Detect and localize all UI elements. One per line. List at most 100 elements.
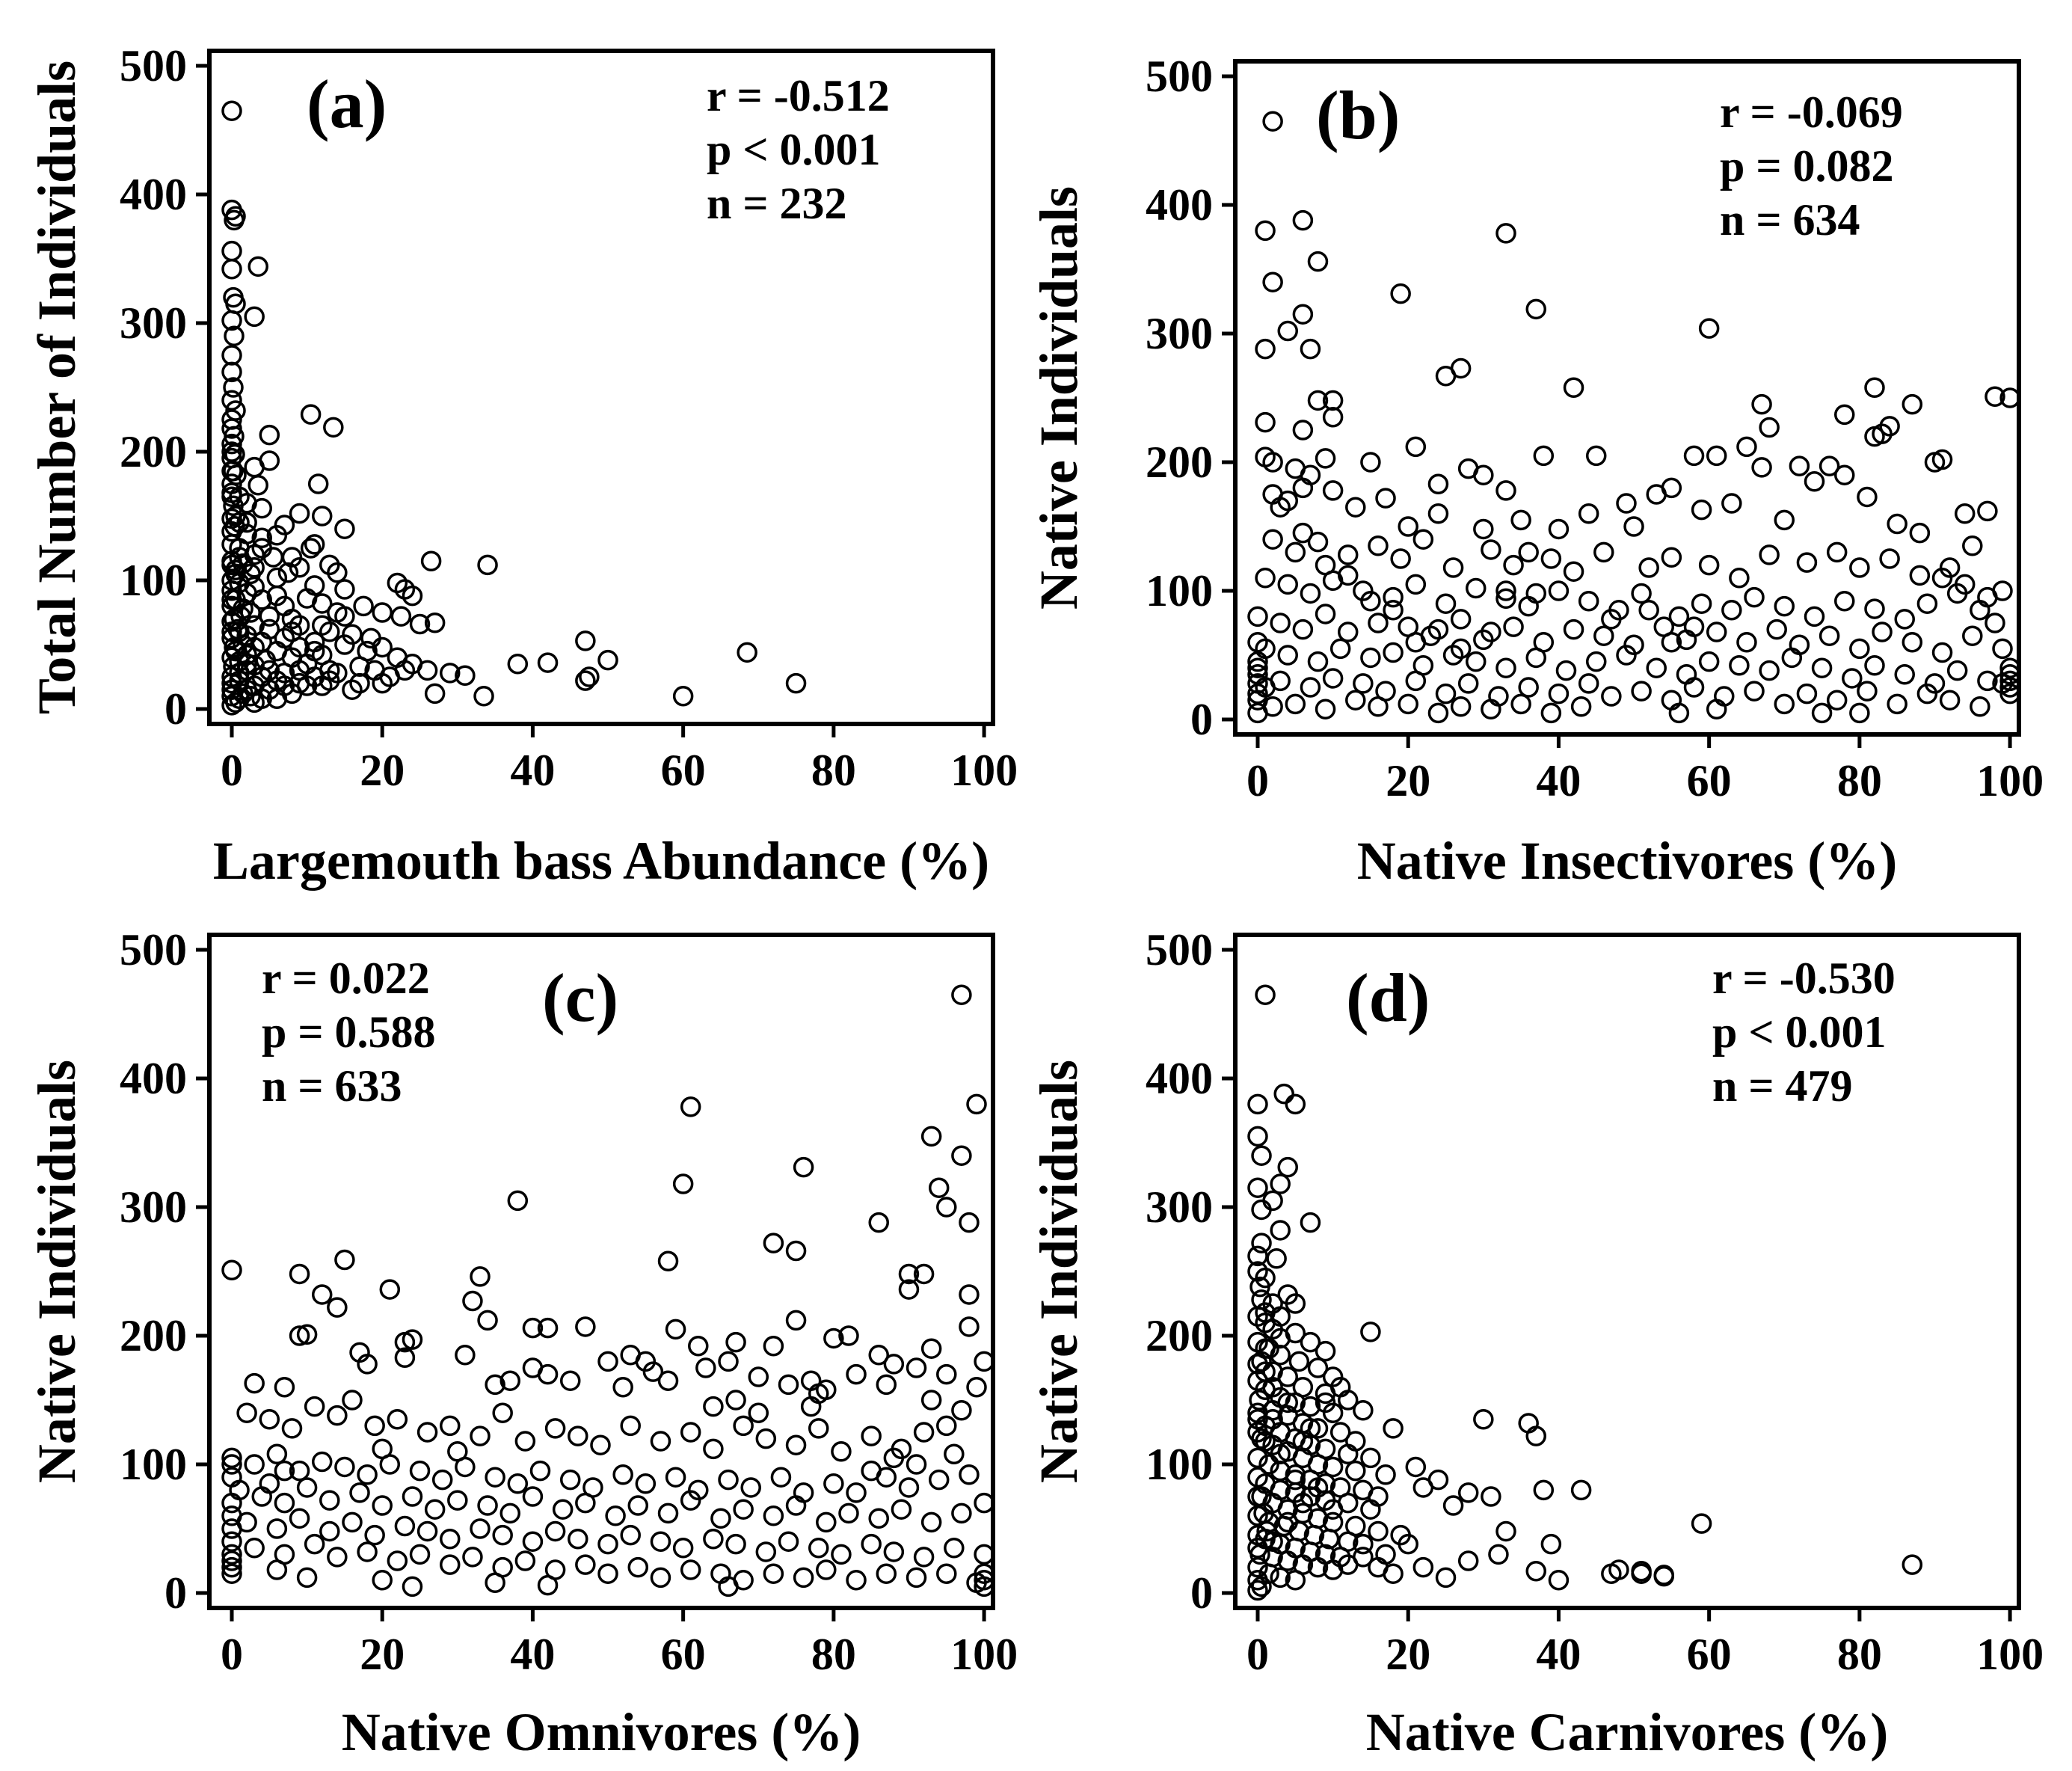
y-tick-label: 100 [1146, 566, 1213, 616]
data-point [642, 1361, 664, 1382]
data-point [1315, 448, 1336, 469]
data-point [920, 1126, 942, 1147]
y-axis-title: Total Number of Individuals [27, 61, 87, 714]
data-point [1390, 548, 1411, 569]
data-point [1251, 1233, 1272, 1253]
data-point [1262, 1531, 1283, 1552]
panel-c: 0 100 200 300 400 500 0 20 40 60 80 100 Native Omniv… [27, 925, 1018, 1762]
data-point [1247, 673, 1268, 694]
data-point [1902, 632, 1923, 653]
data-point [221, 589, 242, 610]
stat-line: p = 0.082 [1720, 141, 1894, 191]
data-point [221, 1556, 242, 1578]
data-point [274, 1492, 295, 1514]
data-point [1337, 621, 1359, 642]
data-point [1601, 686, 1622, 707]
data-point [1255, 1431, 1276, 1452]
data-point [1315, 1340, 1336, 1362]
data-point [544, 1520, 566, 1542]
data-point [266, 585, 288, 607]
y-tick-label: 300 [120, 298, 187, 348]
y-tick-label: 100 [1146, 1440, 1213, 1489]
data-point [1857, 486, 1878, 508]
data-point [1473, 464, 1494, 485]
data-point [221, 1259, 242, 1281]
data-point [1457, 673, 1479, 694]
x-tick-label: 20 [360, 1630, 405, 1679]
x-tick-label: 80 [1837, 756, 1882, 805]
data-point [1322, 1402, 1344, 1423]
data-point [1909, 522, 1931, 544]
data-point [334, 518, 355, 539]
data-point [785, 1310, 807, 1331]
data-point [725, 1533, 746, 1555]
data-point [1247, 651, 1268, 672]
data-point [1759, 417, 1780, 438]
data-point [1360, 452, 1381, 473]
data-point [1337, 1554, 1359, 1575]
data-point [936, 1563, 957, 1584]
data-point [785, 1495, 807, 1516]
data-point [1457, 1550, 1479, 1571]
data-point [221, 345, 242, 366]
data-point [1495, 480, 1516, 501]
data-point [402, 1329, 423, 1350]
data-point [1450, 696, 1472, 717]
data-point [1774, 509, 1795, 531]
data-point [680, 1422, 701, 1443]
data-point [1405, 436, 1427, 458]
data-point [1251, 1351, 1272, 1372]
data-point [1819, 625, 1840, 646]
data-point [1631, 1563, 1652, 1584]
data-point [1495, 588, 1516, 610]
data-point [304, 640, 325, 662]
data-point [861, 1533, 882, 1555]
x-tick-label: 60 [661, 746, 706, 795]
data-point [1251, 1199, 1272, 1221]
data-point [1503, 616, 1524, 637]
data-point [372, 1570, 393, 1591]
data-point [477, 1310, 498, 1331]
data-point [1307, 1357, 1329, 1378]
data-point [447, 1490, 468, 1511]
data-point [1826, 690, 1848, 710]
data-point [223, 377, 244, 398]
data-point [883, 1447, 905, 1469]
data-point [1360, 1499, 1381, 1520]
data-point [372, 602, 393, 623]
data-point [718, 1576, 739, 1597]
data-point [1258, 1454, 1279, 1475]
plot-frame [207, 933, 995, 1610]
data-point [1457, 1482, 1479, 1503]
data-point [1661, 632, 1682, 653]
data-point [470, 1266, 491, 1287]
data-point [244, 456, 265, 478]
data-point [627, 1556, 649, 1578]
data-point [296, 1324, 318, 1345]
data-point [296, 1567, 318, 1589]
x-tick-label: 80 [811, 746, 856, 795]
data-point [1307, 651, 1329, 672]
data-point [1375, 488, 1396, 509]
data-point [244, 692, 265, 713]
data-point [1255, 984, 1276, 1005]
data-point [514, 1431, 536, 1452]
data-point [590, 1434, 611, 1455]
data-point [1540, 548, 1562, 569]
data-point [1466, 577, 1487, 599]
data-point [1872, 621, 1893, 642]
data-point [1427, 619, 1449, 640]
data-point [1315, 1392, 1336, 1414]
data-point [251, 538, 272, 559]
data-point [1548, 1570, 1570, 1591]
data-point [1360, 591, 1381, 612]
data-point [1360, 1322, 1381, 1342]
data-point [1285, 693, 1306, 715]
data-point [1412, 529, 1434, 550]
data-point [1300, 583, 1321, 604]
data-point [1751, 457, 1772, 478]
data-point [1668, 702, 1690, 724]
data-point [492, 1524, 513, 1546]
y-tick-label: 500 [1146, 52, 1213, 101]
y-tick-label: 0 [1190, 695, 1213, 744]
